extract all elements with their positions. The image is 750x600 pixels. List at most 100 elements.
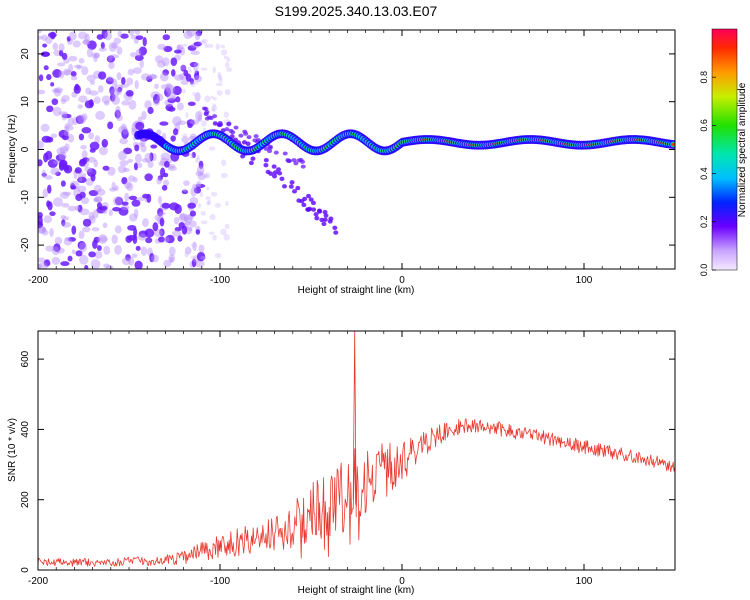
spectrogram-blob [42,43,48,48]
spectrogram-blob [117,30,123,38]
spectrogram-blob [194,81,198,85]
spectrogram-blob [195,183,206,188]
spectrogram-blob [208,231,215,235]
spectrogram-blob [61,52,68,60]
spectrogram-blob [140,137,146,147]
spectrogram-blob [177,235,183,242]
spectrogram-blob [89,141,100,151]
spectrogram-blob [56,62,66,67]
spectrogram-blob [184,246,192,255]
spectrogram-blob [204,42,208,49]
spectrogram-blob [88,90,99,96]
spectrogram-blob [226,121,232,126]
spectrogram-blob [152,222,159,232]
spectrogram-blob [202,38,208,44]
spectrogram-blob [156,176,162,185]
spectrogram-blob [61,221,72,228]
spectrogram-blob [158,236,165,243]
spectrogram-blob [332,225,338,231]
spectrogram-blob [189,153,194,159]
spectrogram-blob [63,68,71,76]
spectrogram-blob [233,125,239,130]
spectrogram-blob [198,244,205,253]
spectrogram-blob [212,103,217,108]
spectrogram-blob [38,89,46,95]
spectrogram-blob [98,146,108,156]
spectrogram-blob [124,181,132,190]
spectrogram-blob [159,228,165,237]
snr-ytick-label: 600 [20,350,31,367]
spectrogram-blob [72,40,81,48]
spectrogram-ytick-label: -20 [20,237,31,252]
colorbar-label: Normalized spectral amplitude [737,82,748,217]
spectrogram-blob [51,88,60,94]
spectrogram-blob [74,205,80,211]
spectrogram-blob [49,211,56,217]
spectrogram-blob [61,112,67,121]
spectrogram-blob [132,234,138,245]
spectrogram-blob [127,68,135,76]
spectrogram-blob [154,83,159,89]
spectrogram-blob [153,93,160,104]
colorbar-tick-label: 0.4 [699,167,709,180]
spectrogram-blob [193,72,200,81]
spectrogram-blob [38,257,46,263]
spectrogram-blob [128,99,137,110]
spectrogram-blob [189,78,195,85]
spectrogram-blob [81,197,90,205]
spectrogram-blob [121,204,130,211]
spectrogram-blob [114,196,124,206]
spectrogram-blob [125,254,131,261]
spectrogram-blob [75,250,83,257]
colorbar-axes: 0.0 0.2 0.4 0.6 0.8 [699,71,716,276]
spectrogram-blob [171,230,182,237]
spectrogram-blob [131,199,141,207]
spectrogram-blob [91,227,100,232]
spectrogram-blob [95,110,106,120]
spectrogram-blob [188,69,193,73]
spectrogram-blob [91,52,100,59]
spectrogram-blob [157,43,167,50]
spectrogram-ytick-label: -10 [20,190,31,205]
spectrogram-blob [84,33,90,44]
spectrogram-blob [99,235,108,243]
spectrogram-blob [164,160,170,168]
spectrogram-blob [43,65,49,71]
spectrogram-blob [100,42,105,49]
spectrogram-blob [277,171,283,176]
spectrogram-blob [194,92,201,102]
spectrogram-blob [159,72,169,82]
spectrogram-blob [221,159,227,167]
spectrogram-blob [83,38,90,46]
spectrogram-blob [101,95,111,104]
spectrogram-blob [120,33,129,39]
spectrogram-blob [301,202,307,208]
spectrogram-blob [52,42,59,51]
spectrogram-blob [41,229,49,236]
spectrogram-blob [157,207,164,217]
spectrogram-blob [109,187,117,192]
spectrogram-blob [82,218,92,227]
spectrogram-blob [224,89,231,96]
spectrogram-blob [144,152,152,163]
spectrogram-blob [192,241,197,252]
snr-axes: -200 -100 0 100 0 200 400 600 [20,331,676,587]
spectrogram-blob [55,154,66,162]
spectrogram-blob [90,174,96,182]
spectrogram-blob [79,242,88,252]
spectrogram-blob [209,214,216,221]
snr-xtick-label: -200 [28,576,48,587]
spectrogram-blob [276,167,282,172]
spectrogram-blob [108,42,117,52]
spectrogram-blob [148,73,157,80]
spectrogram-blob [214,202,222,208]
spectrogram-blob [159,121,169,126]
spectrogram-blob [134,80,139,90]
spectrogram-blob [165,84,175,94]
spectrogram-blob [62,216,70,221]
spectrogram-blob [64,143,70,152]
snr-ytick-label: 200 [20,491,31,508]
spectrogram-blob [145,237,153,244]
spectrogram-blob [131,253,138,258]
spectrogram-blob [169,246,176,256]
